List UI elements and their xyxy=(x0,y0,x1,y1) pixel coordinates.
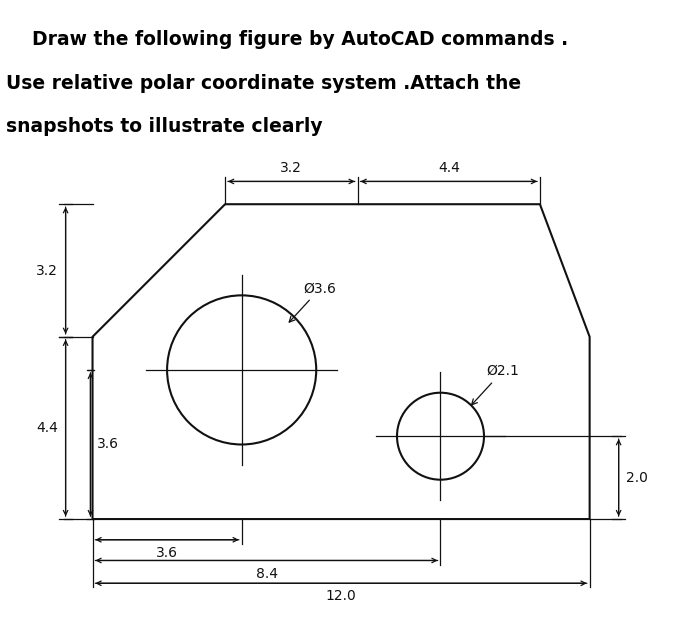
Text: Ø2.1: Ø2.1 xyxy=(471,364,519,405)
Text: 3.6: 3.6 xyxy=(97,438,119,452)
Text: Ø3.6: Ø3.6 xyxy=(289,281,337,322)
Text: 8.4: 8.4 xyxy=(256,566,278,581)
Text: 4.4: 4.4 xyxy=(438,161,460,175)
Text: 4.4: 4.4 xyxy=(36,421,58,435)
Text: 3.6: 3.6 xyxy=(156,546,178,560)
Text: 3.2: 3.2 xyxy=(280,161,302,175)
Text: 12.0: 12.0 xyxy=(326,590,357,604)
Text: 3.2: 3.2 xyxy=(36,264,58,278)
Text: Use relative polar coordinate system .Attach the: Use relative polar coordinate system .At… xyxy=(5,73,521,93)
Text: 2.0: 2.0 xyxy=(626,470,648,485)
Text: Draw the following figure by AutoCAD commands .: Draw the following figure by AutoCAD com… xyxy=(5,30,567,49)
Text: snapshots to illustrate clearly: snapshots to illustrate clearly xyxy=(5,117,322,136)
